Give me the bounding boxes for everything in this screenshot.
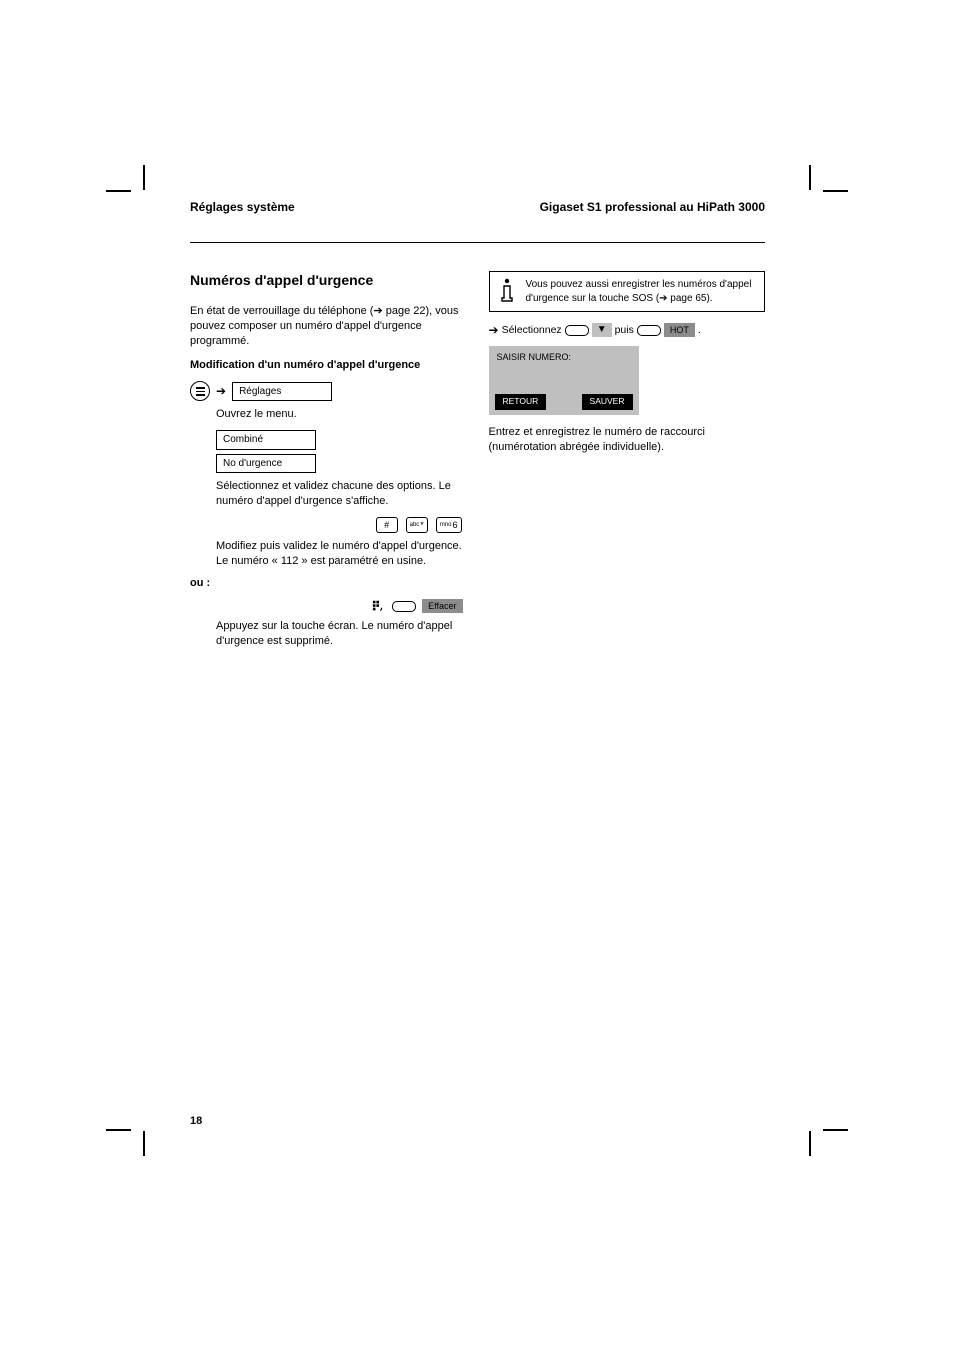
paragraph: En état de verrouillage du téléphone (➔ … (190, 304, 467, 349)
left-column: Numéros d'appel d'urgence En état de ver… (190, 271, 467, 657)
arrow-icon: ➔ (489, 322, 499, 338)
crop-mark (823, 1129, 848, 1131)
screen-btn-left: RETOUR (495, 394, 547, 409)
right-column: Vous pouvez aussi enregistrer les numéro… (489, 271, 766, 657)
step-open-menu: ➔ Réglages (190, 381, 467, 401)
crop-mark (809, 165, 811, 190)
step-text: Modifiez puis validez le numéro d'appel … (216, 539, 467, 569)
menu-item-reglages: Réglages (232, 382, 332, 402)
note-box: Vous pouvez aussi enregistrer les numéro… (489, 271, 766, 312)
crop-mark (143, 165, 145, 190)
step-text: Appuyez sur la touche écran. Le numéro d… (216, 619, 467, 649)
crop-mark (809, 1131, 811, 1156)
down-arrow-label: ▼ (592, 323, 612, 337)
softkey-button-icon (637, 325, 661, 336)
note-text: Vous pouvez aussi enregistrer les numéro… (526, 278, 757, 305)
hot-label: HOT (664, 323, 695, 337)
screen-line-1: SAISIR NUMERO: (497, 352, 631, 364)
softkey-effacer: Effacer (422, 599, 462, 613)
header-row: Réglages système Gigaset S1 professional… (190, 200, 765, 214)
crop-mark (823, 190, 848, 192)
screen-btn-right: SAUVER (582, 394, 633, 409)
softkey-button-icon (392, 601, 416, 612)
page-number: 18 (190, 1115, 202, 1127)
text-segment: puis (615, 323, 634, 337)
menu-path: Combiné No d'urgence (216, 430, 467, 473)
info-icon (496, 278, 518, 304)
section-title: Numéros d'appel d'urgence (190, 271, 467, 290)
key-sequence: # abc* mno6 (190, 517, 463, 533)
key-6-main: 6 (452, 519, 457, 531)
key-star-sup: abc (410, 522, 420, 528)
crop-mark (143, 1131, 145, 1156)
text-segment: . (698, 323, 701, 337)
key-star-main: * (420, 519, 424, 531)
text-segment: Sélectionnez (502, 323, 562, 337)
step-text: Ouvrez le menu. (216, 407, 467, 422)
two-columns: Numéros d'appel d'urgence En état de ver… (190, 271, 765, 657)
key-6: mno6 (436, 517, 462, 533)
header-right: Gigaset S1 professional au HiPath 3000 (540, 200, 765, 214)
select-hot-row: ➔ Sélectionnez ▼ puis HOT . (489, 322, 766, 338)
menu-icon (190, 381, 210, 401)
header-rule (190, 242, 765, 243)
paragraph: Entrez et enregistrez le numéro de racco… (489, 425, 766, 455)
page-content: Réglages système Gigaset S1 professional… (190, 200, 765, 657)
phone-screen-top: SAISIR NUMERO: (489, 346, 639, 394)
phone-screen-softkeys: RETOUR SAUVER (489, 394, 639, 414)
softkey-button-icon (565, 325, 589, 336)
step-text: Sélectionnez et validez chacune des opti… (216, 479, 467, 509)
key-hash: # (376, 517, 398, 533)
menu-item-combine: Combiné (216, 430, 316, 450)
key-6-sup: mno (440, 522, 452, 528)
subheading: Modification d'un numéro d'appel d'urgen… (190, 358, 467, 373)
key-star: abc* (406, 517, 428, 533)
crop-mark (106, 1129, 131, 1131)
softkey-row: Effacer (190, 599, 463, 613)
arrow-icon: ➔ (216, 383, 226, 399)
crop-mark (106, 190, 131, 192)
menu-item-urgence: No d'urgence (216, 454, 316, 474)
sound-icon (372, 599, 386, 613)
header-left: Réglages système (190, 200, 295, 214)
phone-screen: SAISIR NUMERO: RETOUR SAUVER (489, 346, 639, 414)
or-label: ou : (190, 576, 467, 591)
